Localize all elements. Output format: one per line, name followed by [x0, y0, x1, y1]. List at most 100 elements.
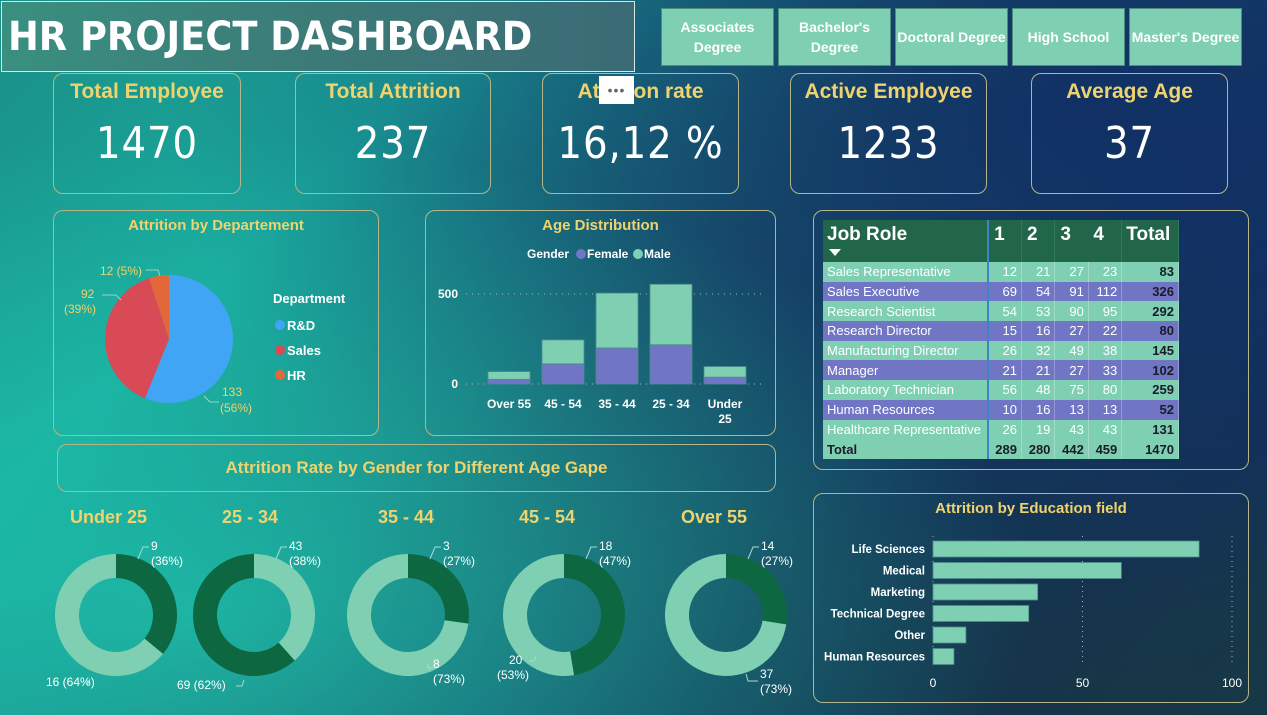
kpi-value: 237 — [354, 118, 432, 169]
x-tick-label: Under — [708, 397, 743, 411]
kpi-value: 1470 — [95, 118, 199, 169]
cell-value: 90 — [1054, 301, 1089, 322]
donut-slice[interactable] — [116, 554, 177, 654]
slicer-associates-degree[interactable]: Associates Degree — [661, 8, 774, 66]
edu-bar[interactable] — [932, 605, 1030, 622]
donut-slice[interactable] — [54, 554, 164, 676]
legend-item-hr[interactable]: HR — [287, 368, 306, 383]
cell-job-role: Sales Representative — [823, 262, 990, 282]
cell-value: 49 — [1054, 340, 1089, 361]
cell-value: 33 — [1088, 360, 1123, 381]
bar-male[interactable] — [703, 366, 747, 378]
donut-slice[interactable] — [502, 554, 575, 676]
cell-value: 95 — [1088, 301, 1123, 322]
x-tick-label: 35 - 44 — [598, 397, 636, 411]
cell-value: 27 — [1054, 321, 1089, 341]
cell-value: 13 — [1054, 399, 1089, 420]
bar-female[interactable] — [487, 378, 531, 385]
table-row[interactable]: Laboratory Technician 56 48 75 80 259 — [823, 380, 1179, 400]
edu-bar[interactable] — [932, 583, 1039, 601]
cell-value: 22 — [1088, 321, 1123, 341]
donut-chart-25-34: 25 - 34 43(38%) 69 (62%) — [177, 507, 321, 692]
table-row[interactable]: Manager 21 21 27 33 102 — [823, 360, 1179, 381]
bar-male[interactable] — [541, 339, 585, 365]
slicer-doctoral-degree[interactable]: Doctoral Degree — [895, 8, 1008, 66]
leader-line — [427, 664, 433, 669]
donut-label-value: 3 — [443, 539, 450, 553]
cell-job-role: Laboratory Technician — [823, 380, 990, 400]
cell-job-role: Research Scientist — [823, 301, 990, 322]
y-category-label: Human Resources — [824, 652, 925, 664]
leader-line — [137, 546, 149, 560]
donut-slice[interactable] — [347, 554, 469, 676]
bar-male[interactable] — [487, 371, 531, 380]
cell-value: 112 — [1088, 281, 1123, 302]
job-role-matrix: Job Role 1 2 3 4 Total Sales Representat… — [823, 220, 1179, 459]
legend-dot-icon — [275, 320, 285, 330]
donut-slice[interactable] — [408, 554, 469, 624]
donut-label-value: 18 — [599, 539, 613, 553]
table-row[interactable]: Research Scientist 54 53 90 95 292 — [823, 301, 1179, 322]
age-chart-title: Age Distribution — [542, 217, 659, 234]
donut-label-pct: (47%) — [599, 554, 631, 568]
bar-female[interactable] — [649, 344, 693, 385]
pie-slice-hr[interactable] — [148, 275, 169, 339]
table-row[interactable]: Healthcare Representative 26 19 43 43 131 — [823, 419, 1179, 440]
cell-value: 23 — [1088, 262, 1123, 282]
table-row[interactable]: Research Director 15 16 27 22 80 — [823, 321, 1179, 341]
legend-item-rd[interactable]: R&D — [287, 318, 315, 333]
bar-female[interactable] — [703, 376, 747, 385]
bar-male[interactable] — [595, 292, 639, 349]
table-row[interactable]: Human Resources 10 16 13 13 52 — [823, 399, 1179, 420]
x-tick-label: 25 - 34 — [652, 397, 690, 411]
slicer-high-school[interactable]: High School — [1012, 8, 1125, 66]
donut-slice[interactable] — [726, 554, 787, 625]
kpi-label: Attrition rate — [577, 80, 704, 103]
pie-slice-rd[interactable] — [144, 275, 234, 403]
col-header-job-role[interactable]: Job Role — [823, 220, 990, 262]
cell-value: 69 — [988, 281, 1023, 302]
col-header-total[interactable]: Total — [1121, 220, 1179, 262]
col-header-2[interactable]: 2 — [1021, 220, 1056, 262]
more-options-button[interactable]: ••• — [599, 76, 634, 104]
cell-value: 16 — [1021, 321, 1056, 341]
edu-bar[interactable] — [932, 540, 1200, 558]
donut-slice[interactable] — [564, 554, 625, 676]
slicer-masters-degree[interactable]: Master's Degree — [1129, 8, 1242, 66]
table-row[interactable]: Sales Representative 12 21 27 23 83 — [823, 262, 1179, 282]
edu-bar[interactable] — [932, 626, 967, 644]
bar-female[interactable] — [595, 347, 639, 385]
edu-bar[interactable] — [932, 648, 955, 665]
bar-female[interactable] — [541, 363, 585, 385]
table-row[interactable]: Manufacturing Director 26 32 49 38 145 — [823, 340, 1179, 361]
table-row[interactable]: Sales Executive 69 54 91 112 326 — [823, 281, 1179, 302]
cell-total: 259 — [1121, 380, 1179, 400]
cell-job-role: Research Director — [823, 321, 990, 341]
cell-job-role: Manufacturing Director — [823, 340, 990, 361]
donut-slice[interactable] — [665, 554, 787, 676]
col-header-3[interactable]: 3 — [1054, 220, 1089, 262]
donut-slice[interactable] — [192, 554, 295, 676]
pie-slice-sales[interactable] — [105, 278, 169, 399]
legend-item-sales[interactable]: Sales — [287, 343, 321, 358]
kpi-label: Average Age — [1066, 80, 1193, 103]
slicer-bachelors-degree[interactable]: Bachelor's Degree — [778, 8, 891, 66]
donut-label-value: 43 — [289, 539, 303, 553]
edu-bar[interactable] — [932, 562, 1122, 579]
legend-item-female[interactable]: Female — [587, 247, 629, 261]
col-header-1[interactable]: 1 — [988, 220, 1023, 262]
leader-line — [86, 678, 91, 685]
col-header-4[interactable]: 4 — [1088, 220, 1123, 262]
kpi-label: Total Employee — [70, 80, 224, 103]
bar-male[interactable] — [649, 283, 693, 346]
leader-line — [529, 655, 537, 662]
donut-slice[interactable] — [254, 554, 315, 661]
leader-line — [745, 673, 758, 682]
legend-item-male[interactable]: Male — [644, 247, 671, 261]
sort-desc-icon[interactable] — [829, 249, 841, 256]
cell-value: 56 — [988, 380, 1023, 400]
donut-svg: Under 25 9(36%) 16 (64%) 25 - 34 43(38%) 69 (… — [46, 507, 793, 696]
cell-value: 26 — [988, 340, 1023, 361]
cell-value: 53 — [1021, 301, 1056, 322]
pie-label-sales-pct: (39%) — [64, 302, 96, 316]
